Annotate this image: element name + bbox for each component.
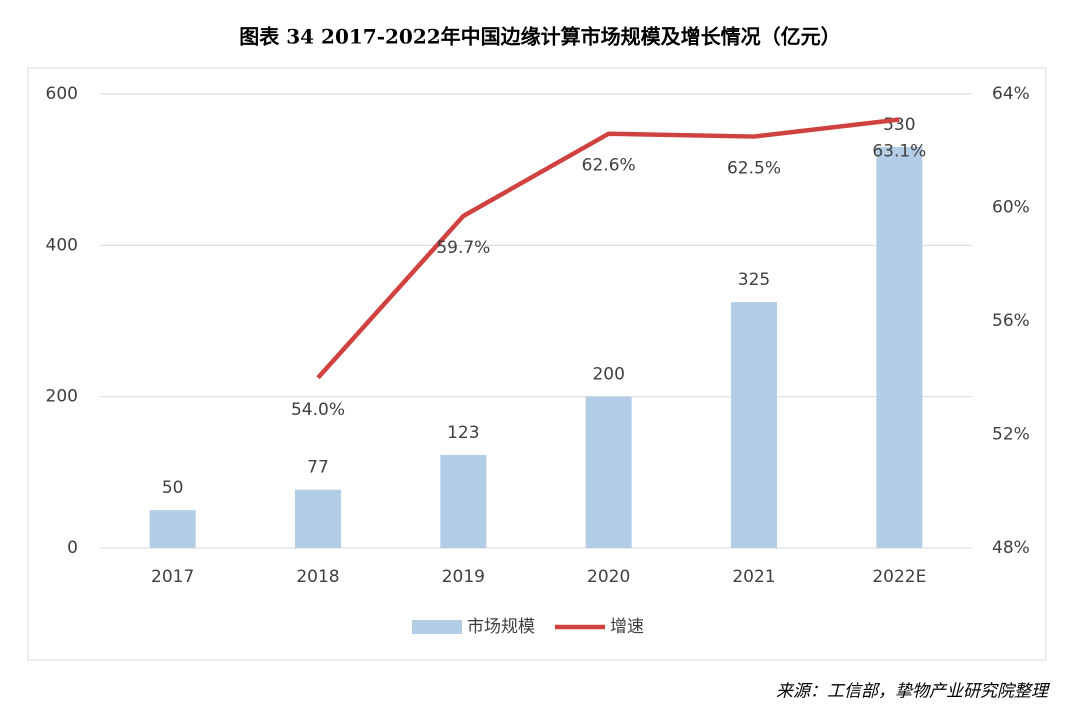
bar [731, 302, 777, 548]
legend-label: 增速 [610, 617, 644, 637]
y-tick-label: 400 [46, 235, 78, 255]
x-tick-label: 2019 [442, 567, 485, 587]
line-value-label: 54.0% [291, 400, 345, 420]
line [316, 117, 900, 380]
y2-tick-label: 52% [992, 425, 1030, 445]
chart-frame [27, 67, 1047, 661]
bar [295, 489, 341, 548]
bar [876, 146, 923, 548]
y2-tick-label: 48% [992, 538, 1030, 558]
bar-value-label: 50 [162, 478, 184, 498]
bar-value-label: 77 [307, 458, 329, 478]
bar-value-label: 200 [592, 365, 624, 385]
line-value-label: 63.1% [872, 142, 926, 162]
y2-tick-label: 56% [992, 311, 1030, 331]
x-tick-label: 2021 [732, 567, 775, 587]
x-tick-label: 2017 [151, 567, 194, 587]
x-tick-label: 2020 [587, 567, 630, 587]
line-value-label: 62.5% [727, 159, 781, 179]
line-value-label: 62.6% [582, 156, 636, 176]
legend-swatch [412, 620, 462, 634]
line-value-label: 59.7% [436, 238, 490, 258]
x-tick-label: 2022E [872, 567, 926, 587]
bar [440, 454, 487, 548]
bar-value-label: 325 [738, 270, 770, 290]
chart-title: 图表 34 2017-2022年中国边缘计算市场规模及增长情况（亿元） [239, 25, 840, 49]
y-tick-label: 200 [46, 387, 78, 407]
x-tick-label: 2018 [296, 567, 339, 587]
bar-value-label: 123 [447, 423, 479, 443]
bar [585, 396, 632, 548]
y-tick-label: 600 [46, 84, 78, 104]
bar [149, 510, 196, 548]
y2-tick-label: 60% [992, 198, 1030, 218]
legend-label: 市场规模 [467, 617, 535, 637]
source-note: 来源：工信部，挚物产业研究院整理 [776, 682, 1050, 702]
bar-value-label: 530 [883, 115, 915, 135]
y-tick-label: 0 [67, 538, 78, 558]
y2-tick-label: 64% [992, 84, 1030, 104]
